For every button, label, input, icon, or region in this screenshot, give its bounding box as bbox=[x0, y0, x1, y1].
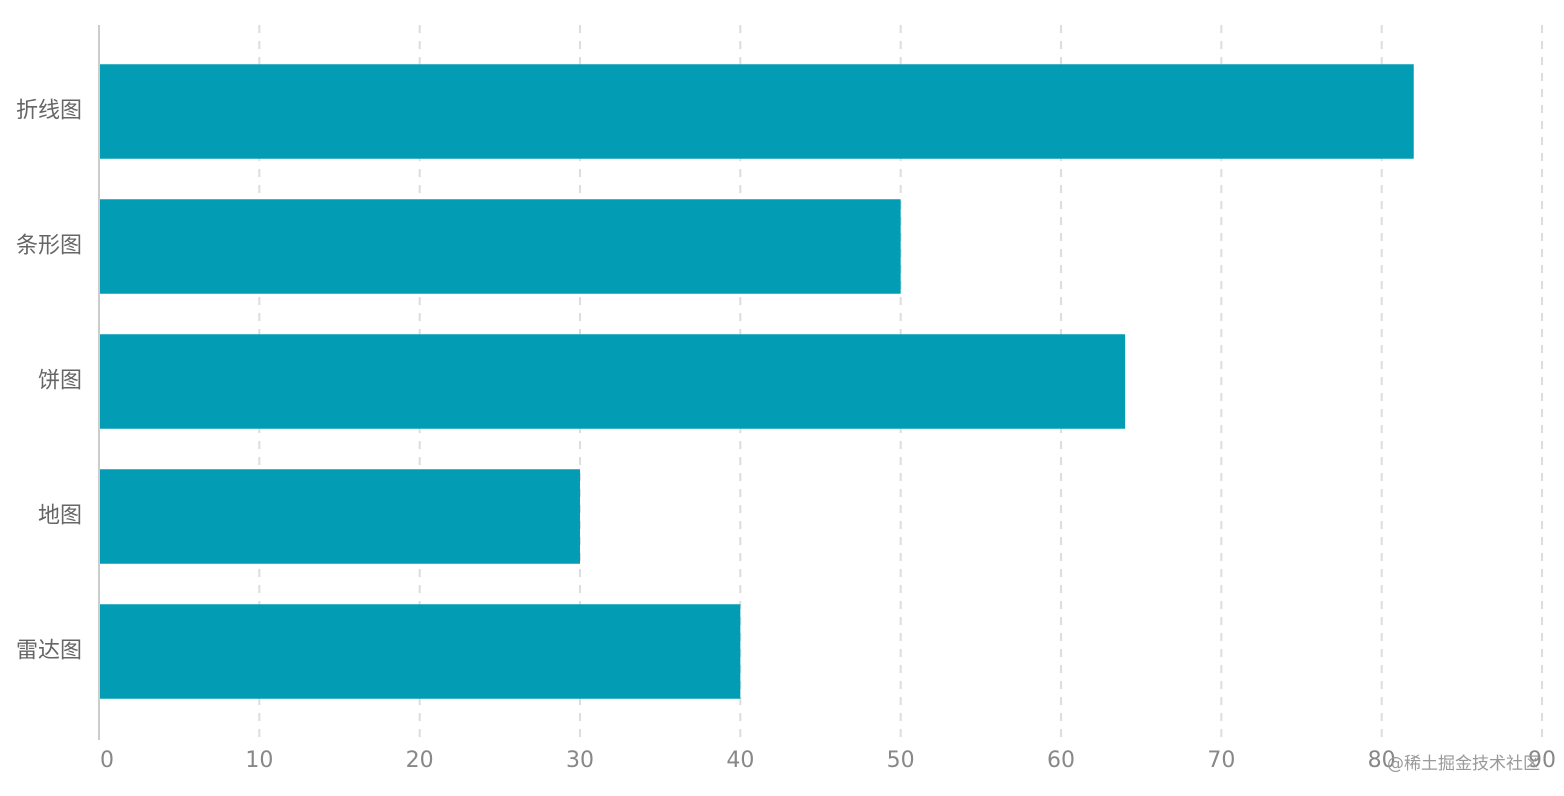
x-tick-label: 40 bbox=[726, 748, 754, 773]
y-tick-label: 条形图 bbox=[16, 234, 82, 259]
bar bbox=[99, 64, 1414, 159]
y-tick-label: 雷达图 bbox=[16, 639, 82, 664]
y-tick-label: 饼图 bbox=[38, 369, 82, 394]
x-tick-label: 30 bbox=[566, 748, 594, 773]
x-tick-label: 60 bbox=[1047, 748, 1075, 773]
x-tick-label: 0 bbox=[100, 748, 114, 773]
x-tick-label: 50 bbox=[887, 748, 915, 773]
x-tick-label: 90 bbox=[1528, 748, 1556, 773]
bar bbox=[99, 334, 1126, 429]
x-tick-label: 20 bbox=[406, 748, 434, 773]
bar bbox=[99, 199, 901, 294]
y-tick-label: 地图 bbox=[38, 504, 82, 529]
x-tick-label: 80 bbox=[1368, 748, 1396, 773]
watermark: @稀土掘金技术社区 bbox=[1387, 754, 1540, 774]
bar bbox=[99, 469, 580, 564]
x-tick-label: 10 bbox=[245, 748, 273, 773]
x-tick-label: 70 bbox=[1207, 748, 1235, 773]
bar bbox=[99, 604, 741, 699]
y-tick-label: 折线图 bbox=[16, 99, 82, 124]
